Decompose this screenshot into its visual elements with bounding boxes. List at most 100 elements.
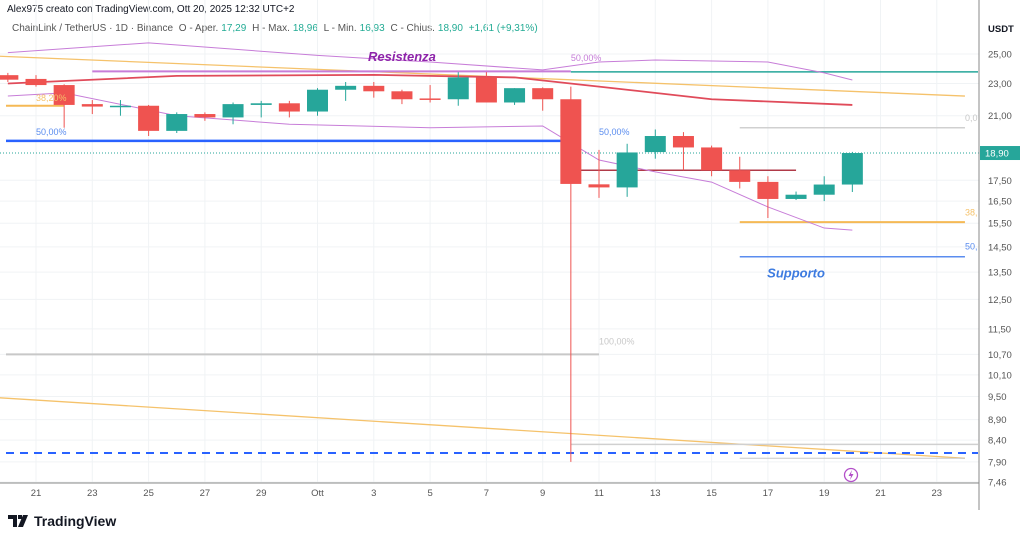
annotations: Resistenza Supporto 50,00% 50,00% 50,00% 38,2…: [36, 49, 977, 346]
open-label: O - Aper.: [178, 23, 219, 34]
close-label: C - Chius.: [390, 23, 435, 34]
high-value: 18,96: [292, 23, 318, 34]
candle-body: [363, 85, 385, 92]
price-axis[interactable]: 25,00 23,00 21,00 17,50 16,50 15,50 14,50 13,50…: [980, 50, 1020, 489]
candle-body: [560, 99, 582, 184]
candle-bearish: [53, 84, 75, 128]
close-value: 18,90: [437, 23, 463, 34]
time-tick-label: 25: [143, 488, 154, 499]
time-tick-label: 7: [484, 488, 489, 499]
time-tick-label: 27: [200, 488, 211, 499]
drawings: [0, 55, 979, 459]
candle-body: [81, 104, 103, 107]
time-tick-label: 15: [706, 488, 717, 499]
trend-line: [0, 55, 965, 97]
candle-bearish: [729, 156, 751, 189]
price-tick-label: 23,00: [988, 79, 1012, 90]
time-tick-label: 5: [427, 488, 432, 499]
price-tick-label: 9,50: [988, 392, 1007, 403]
price-tick-label: 14,50: [988, 242, 1012, 253]
candle-body: [504, 88, 526, 103]
candle-bullish: [250, 100, 272, 118]
candle-bullish: [109, 100, 131, 116]
candle-bullish: [644, 129, 666, 159]
candle-body: [475, 77, 497, 103]
candle-body: [419, 98, 441, 100]
low-value: 16,93: [359, 23, 385, 34]
time-tick-label: 21: [875, 488, 886, 499]
candle-bearish: [138, 104, 160, 137]
time-tick-label: 9: [540, 488, 545, 499]
candle-bearish: [0, 72, 19, 82]
candle-bullish: [785, 191, 807, 201]
moving-average-line: [7, 73, 853, 106]
fib-level-label: 100,00%: [599, 337, 635, 347]
time-tick-label: 19: [819, 488, 830, 499]
price-chart[interactable]: ResistenzaSupporto50,00%50,00%50,00%38,2…: [0, 0, 1024, 510]
price-tick-label: 7,90: [988, 457, 1007, 468]
last-price-badge: [980, 146, 1020, 161]
candle-bearish: [391, 89, 413, 105]
candle-body: [194, 114, 216, 118]
high-label: H - Max.: [252, 23, 290, 34]
candle-body: [447, 77, 469, 100]
price-tick-label: 16,50: [988, 197, 1012, 208]
candle-body: [25, 78, 47, 86]
currency-label: USDT: [988, 24, 1014, 35]
candle-bearish: [475, 72, 497, 103]
candle-body: [701, 147, 723, 171]
candle-bearish: [194, 112, 216, 121]
candle-body: [335, 85, 357, 90]
price-tick-label: 17,50: [988, 176, 1012, 187]
price-tick-label: 8,90: [988, 415, 1007, 426]
tradingview-logo-icon: [8, 515, 28, 527]
time-tick-label: 17: [763, 488, 774, 499]
time-tick-label: 13: [650, 488, 661, 499]
candle-bullish: [166, 112, 188, 133]
candle-bearish: [672, 132, 694, 171]
lightning-icon[interactable]: [843, 467, 859, 483]
time-tick-label: 23: [87, 488, 98, 499]
time-axis[interactable]: 21 23 25 27 29 Ott 3 5 7 9 11 13 15 17 19 21 23: [31, 488, 942, 499]
candle-bullish: [813, 176, 835, 202]
fib-level-label: 0,0: [965, 113, 978, 123]
tradingview-logo[interactable]: TradingView: [8, 513, 116, 529]
candle-bearish: [588, 149, 610, 198]
fib-level-label: 50,00%: [36, 127, 67, 137]
candle-bearish: [81, 100, 103, 115]
candle-body: [307, 89, 328, 112]
time-tick-label: 29: [256, 488, 267, 499]
price-tick-label: 8,40: [988, 436, 1007, 447]
candle-body: [391, 91, 413, 100]
candle-body: [53, 85, 75, 105]
candle-bearish: [560, 86, 582, 462]
price-tick-label: 21,00: [988, 111, 1012, 122]
candle-bearish: [278, 100, 300, 118]
candles: [0, 72, 863, 462]
candle-bearish: [419, 85, 441, 103]
candle-bearish: [701, 145, 723, 177]
trend-line: [0, 397, 965, 459]
fib-level-label: 38,20%: [36, 93, 67, 103]
annotation-label: Resistenza: [368, 49, 436, 64]
candle-bullish: [504, 88, 526, 105]
price-tick-label: 10,10: [988, 370, 1012, 381]
annotation-label: Supporto: [767, 265, 825, 280]
fib-level-label: 50,: [965, 241, 978, 251]
candle-bullish: [335, 81, 357, 101]
change-value: +1,61 (+9,31%): [468, 23, 538, 34]
fib-level-label: 50,00%: [571, 53, 602, 63]
price-tick-label: 10,70: [988, 350, 1012, 361]
candle-bearish: [363, 81, 385, 98]
candle-body: [532, 88, 554, 100]
price-tick-label: 7,46: [988, 478, 1007, 489]
candle-body: [841, 153, 863, 185]
candle-body: [729, 170, 751, 182]
candle-bearish: [532, 87, 554, 111]
last-price-label: 18,90: [985, 149, 1009, 160]
price-tick-label: 11,50: [988, 324, 1011, 335]
candle-body: [616, 152, 638, 188]
candle-bearish: [757, 176, 779, 219]
candle-bearish: [25, 75, 47, 87]
candle-body: [166, 114, 188, 131]
